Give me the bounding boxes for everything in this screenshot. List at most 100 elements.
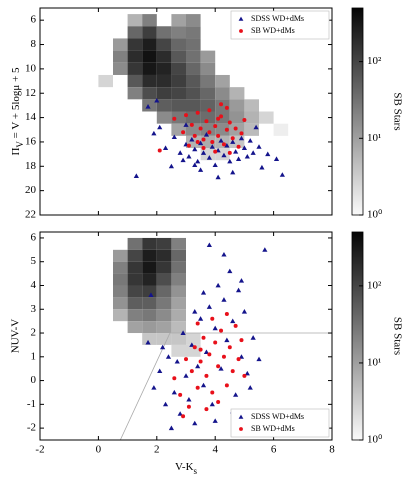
triangle-point <box>168 163 174 169</box>
y-tick-label: 1 <box>31 350 37 362</box>
triangle-point <box>221 152 227 158</box>
density-cell <box>142 285 157 298</box>
density-cell <box>142 38 157 51</box>
density-cell <box>171 285 186 298</box>
density-cell <box>127 297 143 310</box>
density-cell <box>142 321 157 334</box>
density-cell <box>229 99 245 112</box>
density-cell <box>244 99 259 112</box>
triangle-point <box>171 389 177 395</box>
y-tick-label: 22 <box>25 209 36 221</box>
colorbar <box>351 7 364 216</box>
circle-point <box>172 376 177 381</box>
x-axis-label-part: V-K <box>175 461 194 473</box>
density-cell <box>156 50 172 63</box>
circle-point <box>195 139 200 144</box>
x-tick-label: 0 <box>96 444 102 456</box>
legend-box <box>230 10 330 40</box>
density-cell <box>142 50 157 63</box>
circle-point <box>239 338 244 343</box>
y-axis-label: ΠV = V + 5logμ + 5 <box>10 67 26 156</box>
triangle-point <box>218 366 224 371</box>
circle-point <box>224 312 229 317</box>
circle-point <box>227 345 232 350</box>
triangle-point <box>215 174 221 180</box>
density-cell <box>156 249 172 262</box>
colorbar-tick-label: 10² <box>367 55 382 67</box>
density-cell <box>244 111 259 124</box>
triangle-point <box>165 354 172 359</box>
triangle-point <box>192 309 198 314</box>
density-cell <box>171 261 186 274</box>
triangle-point <box>180 157 186 163</box>
circle-point <box>204 407 209 412</box>
plot-area <box>113 237 332 440</box>
circle-point <box>216 399 221 404</box>
density-cell <box>186 62 201 75</box>
triangle-point <box>200 150 207 155</box>
circle-point <box>207 352 212 357</box>
density-cell <box>156 62 172 75</box>
density-cell <box>200 74 216 88</box>
density-cell <box>215 74 230 88</box>
y-tick-label: 3 <box>31 303 37 315</box>
colorbar-tick-label: 10¹ <box>367 356 381 368</box>
density-cell <box>142 249 157 262</box>
circle-point <box>181 414 186 419</box>
density-cell <box>113 309 128 322</box>
triangle-point <box>238 135 245 141</box>
triangle-point <box>200 290 207 295</box>
triangle-point <box>195 158 201 164</box>
circle-point <box>242 118 247 123</box>
density-cell <box>171 309 186 322</box>
y-tick-label: 16 <box>25 135 37 147</box>
density-cell <box>156 297 172 310</box>
triangle-point <box>241 309 247 314</box>
circle-point <box>213 340 218 345</box>
circle-point <box>233 126 238 131</box>
density-cell <box>127 261 143 274</box>
density-cell <box>127 321 143 334</box>
circle-point <box>221 354 226 359</box>
density-cell <box>171 38 186 51</box>
density-cell <box>127 309 143 322</box>
y-axis-label-part: = V + 5logμ + 5 <box>10 67 22 141</box>
circle-point <box>198 347 203 352</box>
density-cell <box>113 297 128 310</box>
y-axis-label: NUV-V <box>10 319 22 353</box>
density-cell <box>113 249 128 262</box>
triangle-point <box>174 358 180 364</box>
density-cell <box>142 273 157 286</box>
y-tick-label: 12 <box>25 87 36 99</box>
circle-point <box>204 373 209 378</box>
triangle-point <box>160 344 166 350</box>
density-cell <box>127 50 143 63</box>
triangle-point <box>233 149 239 154</box>
circle-point <box>233 323 238 328</box>
density-cell <box>127 62 143 75</box>
density-cell <box>171 237 186 250</box>
density-cell <box>171 99 186 112</box>
density-cell <box>156 261 172 274</box>
circle-point <box>184 357 188 362</box>
circle-point <box>195 110 200 115</box>
triangle-point <box>133 173 139 178</box>
density-cell <box>142 261 157 274</box>
density-cell <box>200 123 216 136</box>
density-cell <box>186 50 201 63</box>
legend-label: SDSS WD+dMs <box>251 412 304 421</box>
triangle-point <box>215 282 221 288</box>
circle-point <box>224 127 229 132</box>
y-tick-label: 10 <box>25 62 37 74</box>
circle-point <box>186 143 191 148</box>
density-cell <box>186 344 201 357</box>
density-cell <box>200 148 216 161</box>
density-cell <box>171 333 186 345</box>
density-cell <box>113 273 128 286</box>
density-cell <box>200 99 216 112</box>
triangle-point <box>244 153 250 159</box>
triangle-point <box>157 368 163 374</box>
density-cell <box>127 237 143 250</box>
circle-point <box>239 427 243 431</box>
triangle-point <box>162 401 169 407</box>
